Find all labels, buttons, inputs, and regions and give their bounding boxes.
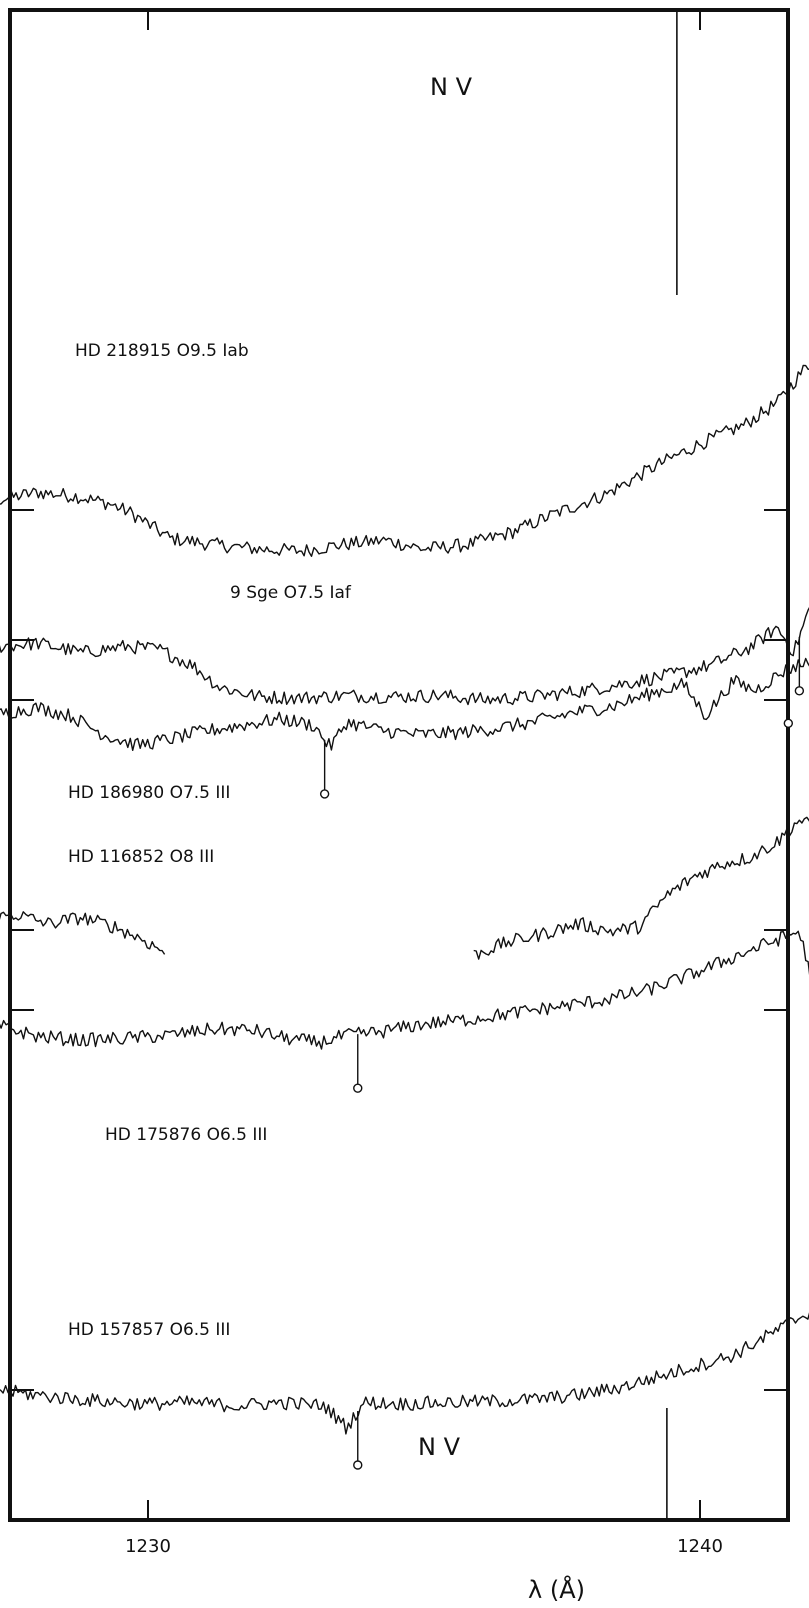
interstellar-circle-marker (353, 1460, 363, 1470)
x-tick-label: 1230 (125, 1536, 171, 1557)
n5-reference-lines (666, 12, 678, 1518)
series-label-hd186980: HD 186980 O7.5 III (68, 783, 230, 803)
spectrum-series-3 (0, 657, 809, 751)
axis-ticks (12, 12, 786, 1518)
spectrum-series-4 (0, 911, 166, 955)
interstellar-circle-marker (783, 718, 794, 728)
series-label-hd116852: HD 116852 O8 III (68, 847, 214, 867)
spectrum-series-5 (0, 930, 809, 1050)
spectra-group (0, 364, 809, 1435)
x-axis-label: λ (Å) (528, 1575, 585, 1604)
x-tick-labels: 123012401250 (125, 1536, 723, 1557)
interstellar-circle-marker (319, 789, 330, 799)
series-label-hd218915: HD 218915 O9.5 Iab (75, 341, 249, 361)
series-label-hd175876: HD 175876 O6.5 III (105, 1125, 267, 1145)
plot-frame (8, 8, 790, 1522)
spectrum-series-1 (0, 364, 809, 557)
x-tick-label: 1240 (677, 1536, 723, 1557)
interstellar-marks (319, 636, 805, 1470)
spectrum-series-6 (0, 1312, 809, 1435)
n5-label-top: N V (430, 73, 473, 101)
n5-label-bottom: N V (418, 1433, 461, 1461)
series-label-hd157857: HD 157857 O6.5 III (68, 1320, 230, 1340)
series-label-9sge: 9 Sge O7.5 Iaf (230, 583, 352, 603)
spectrum-series-2 (0, 606, 809, 706)
interstellar-circle-marker (794, 686, 805, 696)
interstellar-circle-marker (353, 1083, 363, 1093)
spectrum-series-4 (473, 816, 809, 960)
